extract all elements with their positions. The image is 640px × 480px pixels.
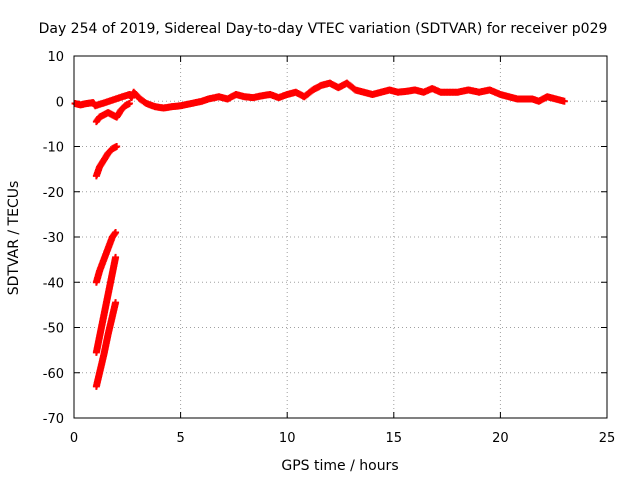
x-axis-label: GPS time / hours <box>281 458 398 474</box>
series-arc-middle <box>92 143 121 180</box>
marks-layer <box>71 79 568 390</box>
data-point <box>125 100 133 108</box>
data-point <box>560 97 568 105</box>
x-tick-label: 15 <box>386 431 403 446</box>
series-main-band <box>71 79 568 112</box>
series-line-a <box>92 228 120 286</box>
x-tick-label: 20 <box>492 431 509 446</box>
data-point <box>113 143 121 150</box>
chart-title: Day 254 of 2019, Sidereal Day-to-day VTE… <box>39 21 608 37</box>
plot-frame <box>73 55 608 419</box>
data-point <box>112 253 120 261</box>
y-tick-label: -70 <box>43 412 64 427</box>
data-point <box>112 299 120 307</box>
y-tick-label: 10 <box>47 50 64 65</box>
grid-layer <box>74 56 607 418</box>
data-point <box>112 228 120 236</box>
y-axis-label: SDTVAR / TECUs <box>6 181 22 296</box>
ticks-layer: 0 5 10 15 20 25 10 0 -10 -20 -30 -40 -50 -60 -70 <box>43 50 616 446</box>
series-line-c <box>92 299 120 390</box>
x-tick-label: 25 <box>599 431 616 446</box>
series-line-b <box>92 253 120 356</box>
y-tick-label: -30 <box>43 231 64 246</box>
x-tick-label: 10 <box>279 431 296 446</box>
x-tick-label: 5 <box>176 431 184 446</box>
y-tick-label: -40 <box>43 276 64 291</box>
y-tick-label: -10 <box>43 141 64 156</box>
x-tick-label: 0 <box>70 431 78 446</box>
y-tick-label: 0 <box>56 95 64 110</box>
y-tick-label: -20 <box>43 186 64 201</box>
y-tick-label: -50 <box>43 322 64 337</box>
y-tick-label: -60 <box>43 367 64 382</box>
series-arc-upper <box>92 100 133 126</box>
